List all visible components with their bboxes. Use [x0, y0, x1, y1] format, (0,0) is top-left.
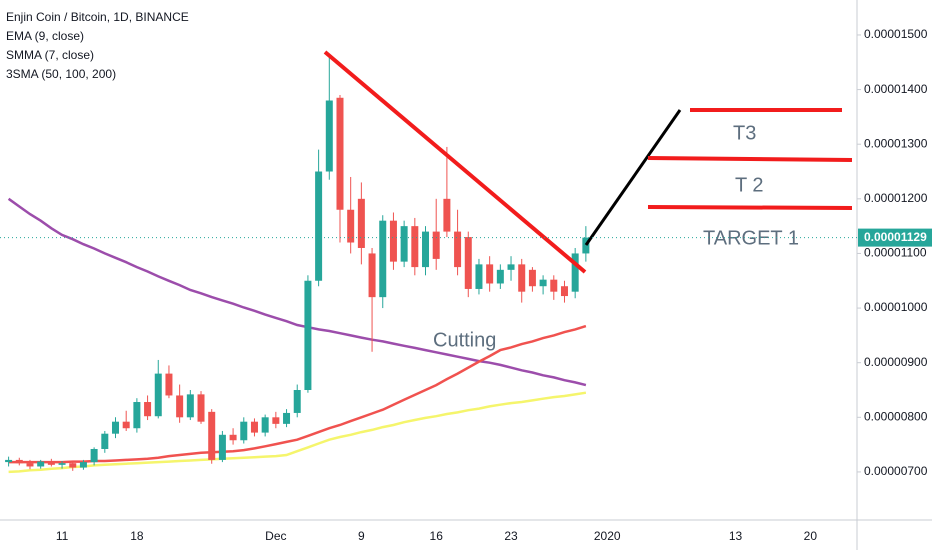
trendline — [323, 50, 587, 274]
candle-body — [400, 226, 408, 262]
x-tick-label: 2020 — [594, 529, 621, 543]
candle-body — [47, 461, 55, 465]
x-tick-label: 16 — [430, 529, 444, 543]
candle-body — [368, 253, 376, 298]
candle-body — [229, 434, 237, 441]
indicator-label: EMA (9, close) — [6, 29, 84, 43]
candle-body — [101, 433, 109, 449]
candle-body — [293, 390, 301, 413]
candle-body — [5, 459, 13, 463]
indicator-line — [8, 324, 587, 464]
candle-body — [550, 279, 558, 292]
target-line — [647, 205, 853, 210]
indicator-line — [8, 391, 587, 474]
annotation: T3 — [733, 122, 756, 144]
y-tick-label: 0.00001000 — [864, 300, 928, 314]
y-tick-label: 0.00000900 — [864, 355, 928, 369]
candle-body — [379, 220, 387, 298]
candle-body — [560, 286, 568, 297]
candle-body — [304, 280, 312, 390]
candle-body — [454, 231, 462, 268]
candle-body — [571, 253, 579, 292]
candle-body — [218, 434, 226, 460]
last-price-label: 0.00001129 — [864, 230, 927, 244]
candle-body — [325, 100, 333, 172]
indicator-label: 3SMA (50, 100, 200) — [6, 67, 116, 81]
y-tick-label: 0.00000800 — [864, 409, 928, 423]
annotation: T 2 — [735, 174, 764, 196]
candle-body — [389, 220, 397, 262]
chart-title: Enjin Coin / Bitcoin, 1D, BINANCE — [6, 10, 189, 24]
candle-body — [518, 264, 526, 292]
y-tick-label: 0.00001300 — [864, 136, 928, 150]
x-tick-label: 18 — [130, 529, 144, 543]
candle-body — [197, 394, 205, 422]
x-tick-label: 13 — [729, 529, 743, 543]
candle-body — [144, 402, 152, 417]
indicator-label: SMMA (7, close) — [6, 48, 94, 62]
y-tick-label: 0.00000700 — [864, 464, 928, 478]
candle-body — [165, 373, 173, 396]
candle-body — [507, 264, 515, 270]
candle-body — [347, 209, 355, 243]
candle-body — [176, 395, 184, 418]
candle-body — [79, 462, 87, 468]
candle-body — [528, 269, 536, 287]
x-tick-label: 23 — [504, 529, 518, 543]
x-tick-label: Dec — [265, 529, 286, 543]
candle-body — [90, 448, 98, 463]
candle-body — [122, 421, 130, 429]
last-price-box — [858, 228, 932, 247]
candle-body — [486, 264, 494, 284]
candle-body — [69, 463, 77, 468]
candle-body — [261, 417, 269, 433]
candle-body — [464, 237, 472, 289]
candle-body — [240, 421, 248, 441]
candle-body — [411, 226, 419, 268]
candle-body — [15, 459, 23, 464]
candle-body — [133, 402, 141, 429]
annotation: TARGET 1 — [703, 227, 799, 249]
candle-body — [37, 461, 45, 467]
y-tick-label: 0.00001200 — [864, 191, 928, 205]
plot-area — [5, 54, 590, 474]
x-tick-label: 11 — [56, 529, 69, 543]
candle-body — [432, 231, 440, 259]
indicator-line — [7, 197, 587, 387]
y-tick-label: 0.00001500 — [864, 27, 928, 41]
candle-body — [154, 373, 162, 417]
candle-body — [186, 394, 194, 418]
candle-body — [112, 421, 119, 434]
target-line — [647, 156, 853, 162]
y-tick-label: 0.00001400 — [864, 82, 928, 96]
candle-body — [26, 463, 34, 467]
candle-body — [475, 264, 483, 289]
candle-body — [336, 97, 344, 210]
candle-body — [443, 198, 451, 232]
candle-body — [539, 279, 547, 287]
x-tick-label: 9 — [358, 529, 365, 543]
candle-body — [422, 231, 430, 268]
x-tick-label: 20 — [804, 529, 818, 543]
annotation: Cutting — [433, 329, 496, 351]
candle-body — [208, 411, 216, 460]
projection-line — [584, 109, 682, 246]
candle-body — [496, 269, 504, 284]
candle-body — [250, 421, 258, 433]
candle-body — [283, 412, 291, 424]
y-tick-label: 0.00001100 — [864, 246, 927, 260]
candle-body — [357, 198, 365, 248]
candle-body — [272, 417, 280, 424]
candle-body — [315, 171, 323, 281]
candle-body — [582, 237, 590, 254]
candle-body — [58, 463, 66, 465]
